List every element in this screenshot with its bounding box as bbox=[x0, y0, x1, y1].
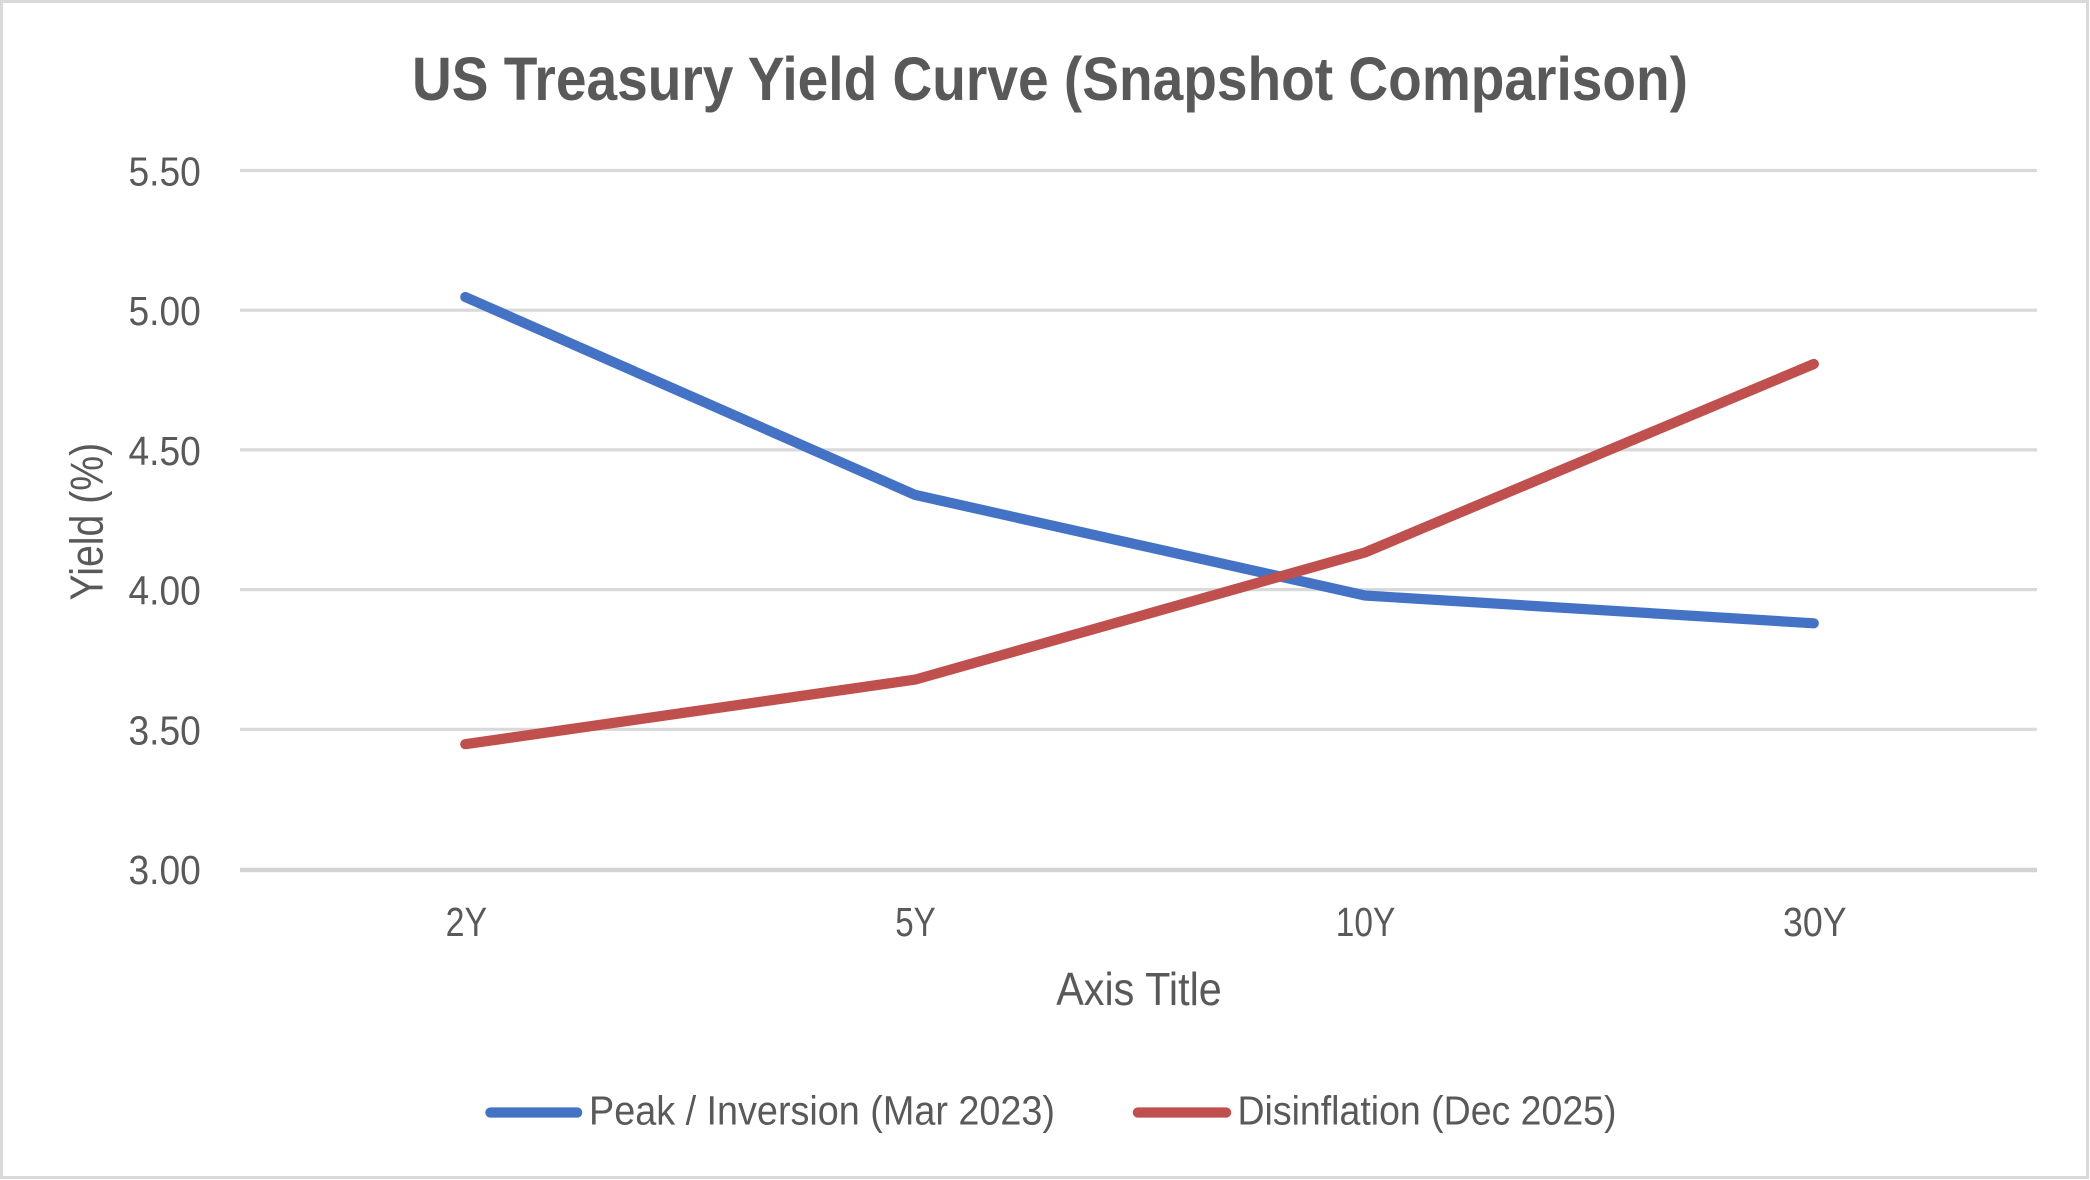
svg-text:5Y: 5Y bbox=[895, 899, 936, 945]
svg-text:3.00: 3.00 bbox=[129, 847, 201, 893]
svg-text:2Y: 2Y bbox=[446, 899, 488, 945]
svg-text:Yield (%): Yield (%) bbox=[61, 443, 113, 601]
svg-text:Peak / Inversion (Mar 2023): Peak / Inversion (Mar 2023) bbox=[589, 1087, 1055, 1133]
svg-text:3.50: 3.50 bbox=[129, 707, 201, 753]
svg-text:Disinflation (Dec 2025): Disinflation (Dec 2025) bbox=[1238, 1087, 1617, 1133]
svg-text:5.50: 5.50 bbox=[129, 149, 201, 195]
svg-text:4.00: 4.00 bbox=[129, 568, 201, 614]
svg-text:4.50: 4.50 bbox=[129, 428, 201, 474]
svg-text:5.00: 5.00 bbox=[129, 288, 201, 334]
svg-text:US Treasury Yield Curve (Snaps: US Treasury Yield Curve (Snapshot Compar… bbox=[412, 45, 1688, 113]
svg-text:Axis Title: Axis Title bbox=[1056, 963, 1222, 1015]
svg-text:30Y: 30Y bbox=[1783, 899, 1847, 945]
svg-text:10Y: 10Y bbox=[1336, 899, 1396, 945]
